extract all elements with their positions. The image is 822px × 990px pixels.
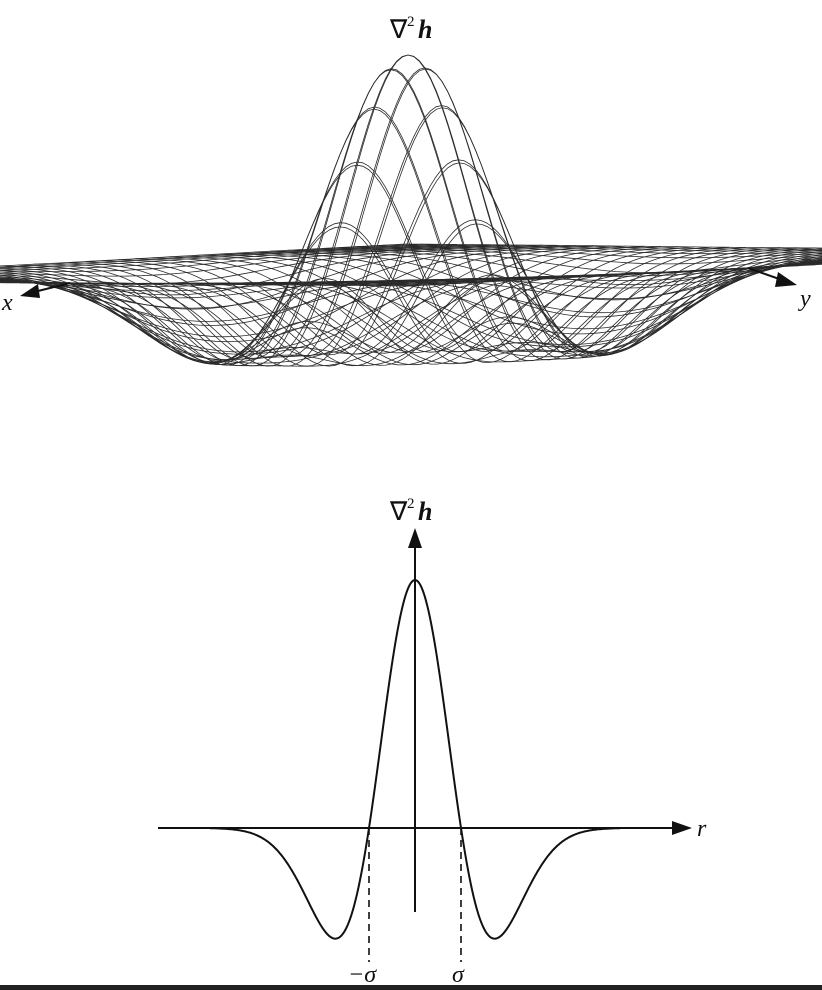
profile-plot: r ∇ 2 h −σ σ bbox=[158, 496, 707, 988]
r-axis-arrowhead bbox=[672, 821, 692, 835]
mesh-line-v bbox=[324, 260, 822, 286]
mesh-line-v bbox=[188, 251, 822, 365]
r-axis-label: r bbox=[697, 816, 707, 842]
profile-title-superscript: 2 bbox=[407, 496, 415, 512]
mesh-line-v bbox=[0, 243, 424, 268]
mesh-line-v bbox=[307, 260, 822, 289]
mesh-line-v bbox=[0, 244, 458, 271]
surface-plot: x y ∇ 2 h bbox=[0, 14, 822, 367]
mesh-line-u bbox=[118, 159, 799, 358]
profile-title-variable: h bbox=[418, 497, 432, 526]
mesh-line-v bbox=[35, 106, 713, 367]
x-axis-arrowhead bbox=[20, 284, 40, 298]
neg-sigma-label: −σ bbox=[348, 962, 377, 988]
surface-title-superscript: 2 bbox=[407, 14, 415, 30]
surface-title-nabla: ∇ bbox=[389, 15, 408, 44]
surface-mesh bbox=[0, 54, 822, 367]
mesh-line-v bbox=[205, 252, 822, 363]
mesh-line-v bbox=[137, 223, 815, 367]
x-axis-label: x bbox=[1, 290, 13, 316]
mesh-line-v bbox=[1, 222, 679, 365]
pos-sigma-label: σ bbox=[452, 962, 465, 988]
mesh-line-v bbox=[0, 244, 526, 296]
profile-title: ∇ 2 h bbox=[389, 496, 432, 526]
frame-bottom-border bbox=[0, 985, 822, 990]
mesh-line-v bbox=[0, 245, 645, 364]
mesh-line-v bbox=[392, 263, 822, 287]
mesh-line-v bbox=[239, 255, 822, 346]
surface-title: ∇ 2 h bbox=[389, 14, 432, 44]
profile-title-nabla: ∇ bbox=[389, 497, 408, 526]
mesh-line-v bbox=[0, 244, 543, 310]
mesh-line-v bbox=[0, 245, 628, 363]
surface-title-variable: h bbox=[418, 15, 432, 44]
mesh-line-v bbox=[0, 245, 560, 326]
y-axis-arrowhead bbox=[775, 272, 797, 287]
mesh-line-v bbox=[0, 246, 662, 365]
mesh-line-v bbox=[0, 245, 611, 360]
mesh-line-u bbox=[237, 252, 822, 335]
mesh-line-v bbox=[0, 244, 492, 277]
mesh-line-v bbox=[341, 261, 822, 286]
mesh-line-v bbox=[120, 162, 798, 367]
log-profile-curve bbox=[210, 578, 620, 940]
y-axis-label: y bbox=[798, 286, 811, 312]
mesh-line-v bbox=[0, 244, 475, 273]
vertical-axis-arrowhead bbox=[408, 528, 422, 548]
mesh-line-v bbox=[0, 243, 441, 270]
mesh-line-v bbox=[52, 68, 730, 367]
mesh-line-v bbox=[0, 243, 407, 267]
